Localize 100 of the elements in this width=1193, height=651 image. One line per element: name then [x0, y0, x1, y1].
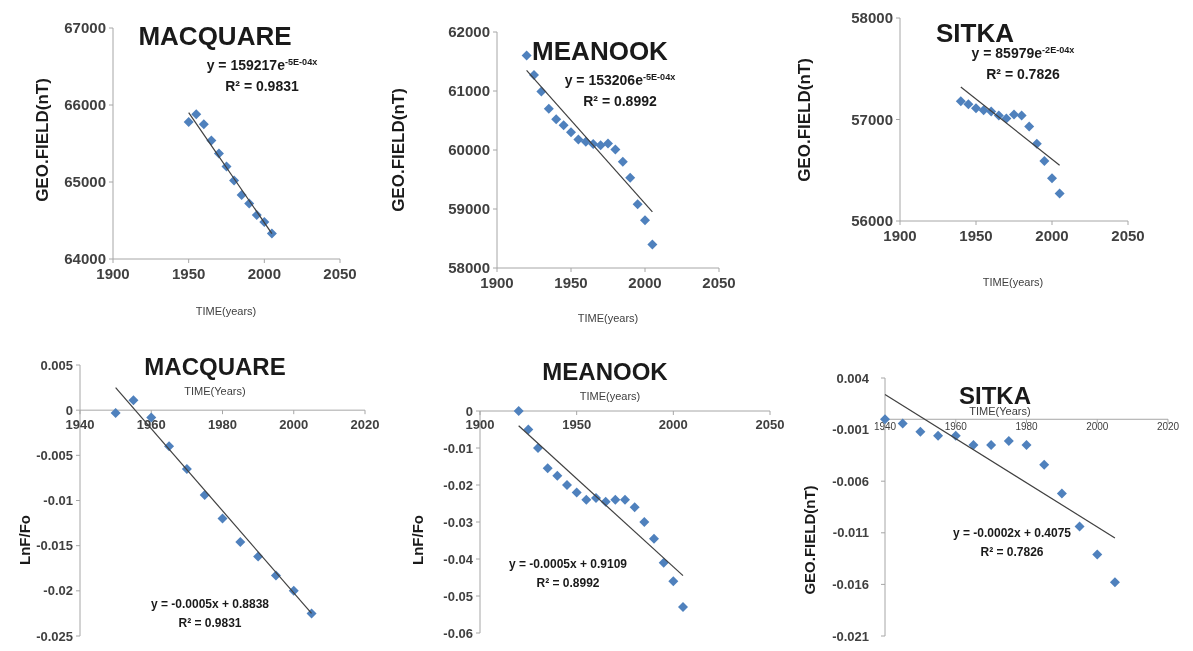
y-axis-title: GEO.FIELD(nT) [33, 78, 52, 202]
point [552, 470, 563, 481]
point [595, 140, 606, 151]
y-tick-label: 58000 [851, 9, 893, 27]
annotation: y = -0.0005x + 0.8838 [150, 597, 270, 611]
point [978, 105, 989, 116]
y-axis-title: GEO.FIELD(nT) [795, 58, 814, 182]
point [678, 602, 688, 613]
y-tick-label: 59000 [448, 200, 490, 218]
chart-title: MACQUARE [144, 353, 286, 380]
y-tick-label: -0.025 [36, 628, 73, 644]
point [1074, 521, 1085, 532]
point [198, 119, 209, 130]
point [1009, 109, 1019, 120]
point [649, 533, 659, 544]
x-tick-label: 2050 [1111, 227, 1145, 244]
point [1047, 173, 1057, 184]
point [629, 502, 640, 513]
x-tick-label: 2020 [1156, 421, 1180, 433]
point [562, 480, 572, 490]
x-tick-label: 2000 [628, 274, 662, 291]
point [639, 517, 650, 527]
point [183, 116, 194, 127]
point [1054, 188, 1065, 199]
annotation: R² = 0.9831 [225, 78, 299, 94]
point [955, 96, 966, 107]
point [986, 440, 997, 451]
x-tick-label: 2020 [350, 416, 380, 432]
y-tick-label: -0.016 [832, 576, 869, 592]
y-tick-label: -0.03 [443, 514, 473, 530]
x-axis-title: TIME(years) [982, 276, 1044, 288]
point [573, 134, 584, 145]
point [1039, 459, 1050, 470]
point [915, 426, 926, 437]
y-tick-label: 0.004 [836, 370, 870, 386]
point [1024, 121, 1035, 132]
x-axis-title: TIME(years) [577, 312, 639, 324]
x-tick-label: 1950 [562, 417, 592, 433]
x-axis-title: TIME(Years) [184, 385, 246, 397]
x-tick-label: 2000 [1035, 227, 1069, 244]
x-tick-label: 1940 [65, 416, 95, 432]
point [610, 144, 621, 155]
y-tick-label: -0.05 [443, 588, 473, 604]
annotation: y = -0.0005x + 0.9109 [508, 557, 628, 571]
annotation: R² = 0.7826 [980, 545, 1044, 559]
point [542, 463, 553, 474]
annotation: R² = 0.9831 [178, 616, 242, 630]
y-tick-label: 61000 [448, 82, 490, 100]
point [543, 103, 554, 114]
x-tick-label: 2000 [1086, 421, 1109, 433]
annotation: y = 153206e$^{-5E-04x}$ [564, 72, 676, 88]
y-tick-label: 0 [465, 403, 473, 419]
x-tick-label: 1900 [96, 265, 130, 282]
y-tick-label: -0.005 [36, 447, 73, 463]
y-tick-label: 66000 [64, 96, 106, 114]
point [128, 395, 139, 406]
x-tick-label: 1950 [554, 274, 588, 291]
point [1016, 110, 1027, 121]
point [191, 109, 202, 120]
x-tick-label: 2050 [323, 265, 357, 282]
y-tick-label: -0.01 [443, 440, 473, 456]
annotation: R² = 0.8992 [583, 93, 657, 109]
point [640, 215, 650, 226]
point [610, 494, 621, 505]
point [266, 228, 277, 239]
x-tick-label: 1980 [1015, 421, 1039, 433]
y-tick-label: -0.001 [832, 422, 869, 438]
point [581, 494, 592, 505]
x-tick-label: 2050 [702, 274, 736, 291]
x-tick-label: 1950 [171, 265, 206, 282]
x-tick-label: 2000 [279, 416, 309, 432]
point [647, 239, 658, 250]
annotation: R² = 0.7826 [986, 66, 1060, 82]
x-tick-label: 1940 [873, 421, 897, 433]
point [933, 430, 944, 441]
x-axis-title: TIME(Years) [969, 405, 1031, 417]
y-tick-label: 0.005 [40, 357, 73, 373]
point [1021, 440, 1032, 451]
point [658, 557, 669, 568]
point [625, 172, 636, 183]
x-tick-label: 1900 [883, 227, 917, 244]
y-axis-title: GEO.FIELD(nT) [389, 88, 408, 212]
point [235, 537, 246, 548]
chart-title: SITKA [936, 18, 1015, 48]
point [513, 406, 524, 416]
x-tick-label: 1980 [208, 416, 237, 432]
y-axis-title: LnF/Fo [16, 515, 33, 565]
y-tick-label: 56000 [851, 212, 893, 230]
point [558, 120, 569, 131]
point [620, 494, 630, 505]
y-tick-label: 64000 [64, 250, 106, 268]
x-axis-title: TIME(years) [195, 305, 257, 317]
point [217, 513, 228, 524]
y-tick-label: -0.01 [43, 493, 73, 509]
point [668, 576, 679, 587]
point [971, 103, 981, 114]
point [968, 440, 979, 451]
point [551, 114, 562, 125]
y-tick-label: -0.04 [443, 551, 474, 567]
y-tick-label: -0.021 [832, 628, 869, 644]
